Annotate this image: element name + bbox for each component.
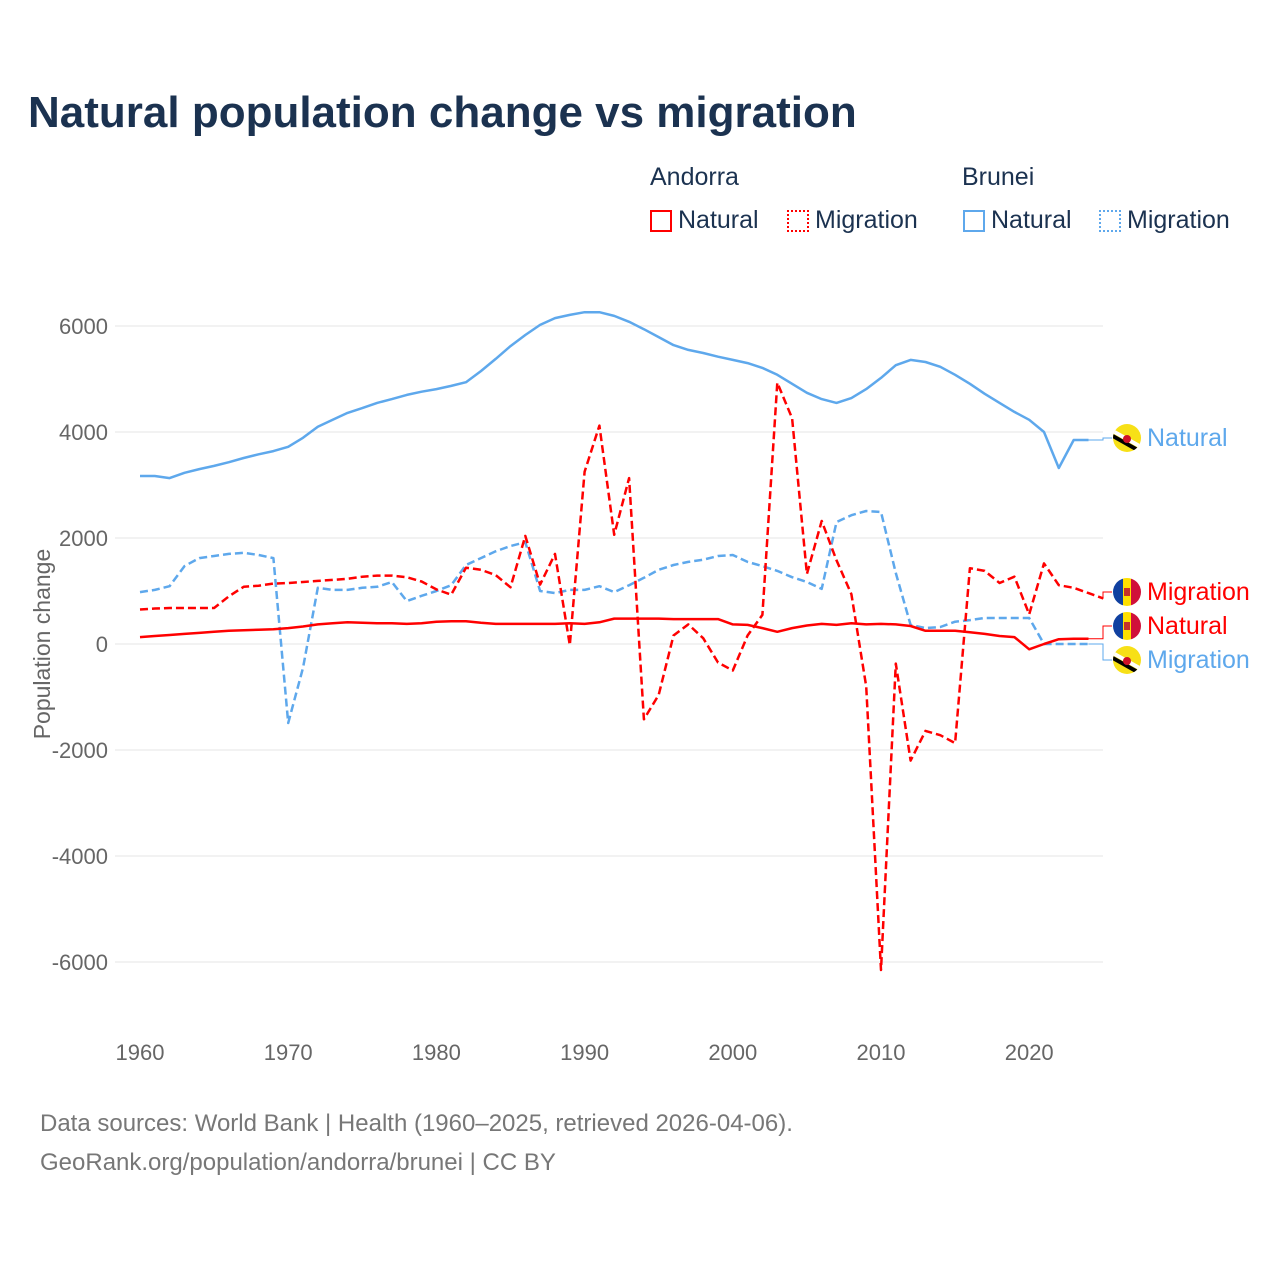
series-line-andorra-migration <box>139 381 1104 972</box>
y-tick-label: 2000 <box>59 526 108 551</box>
y-axis-label: Population change <box>29 549 55 740</box>
x-tick-label: 2020 <box>1005 1040 1054 1065</box>
footer-link[interactable]: GeoRank.org/population/andorra/brunei | … <box>40 1149 556 1176</box>
flag-emblem <box>1123 657 1131 665</box>
legend-swatch-dotted <box>1099 209 1121 232</box>
legend-andorra-natural[interactable]: Natural <box>650 206 759 235</box>
legend-swatch-solid <box>963 209 985 232</box>
y-tick-label: -2000 <box>52 738 108 763</box>
end-label: Migration <box>1147 578 1250 606</box>
legend-brunei-migration[interactable]: Migration <box>1099 206 1230 235</box>
andorra-flag-icon <box>1113 578 1141 606</box>
series-line-andorra-natural <box>139 617 1089 651</box>
legend-andorra-migration[interactable]: Migration <box>787 206 918 235</box>
flag-emblem <box>1123 435 1131 443</box>
legend-brunei-natural[interactable]: Natural <box>963 206 1072 235</box>
x-tick-label: 1990 <box>560 1040 609 1065</box>
flag-emblem <box>1124 622 1130 630</box>
end-label: Migration <box>1147 646 1250 674</box>
brunei-flag-icon <box>1113 424 1141 452</box>
legend-label: Migration <box>1127 206 1230 234</box>
x-tick-label: 2000 <box>708 1040 757 1065</box>
chart-title: Natural population change vs migration <box>28 88 857 137</box>
brunei-flag-icon <box>1113 646 1141 674</box>
x-tick-label: 2010 <box>857 1040 906 1065</box>
series-line-brunei-natural <box>140 310 1089 480</box>
footer-sources: Data sources: World Bank | Health (1960–… <box>40 1110 793 1137</box>
legend-label: Natural <box>991 206 1072 234</box>
label-connector <box>1088 625 1112 640</box>
x-tick-label: 1960 <box>116 1040 165 1065</box>
label-connector <box>1088 643 1112 661</box>
flag-stripe-red <box>1131 612 1141 640</box>
series-line-brunei-migration <box>139 509 1089 725</box>
label-connector <box>1088 437 1112 441</box>
flag-emblem <box>1124 588 1130 596</box>
legend-label: Migration <box>815 206 918 234</box>
flag-stripe-blue <box>1113 578 1123 606</box>
flag-body <box>1113 646 1141 674</box>
flag-body <box>1113 424 1141 452</box>
flag-stripe-blue <box>1113 612 1123 640</box>
end-label: Natural <box>1147 612 1228 640</box>
flag-stripe-red <box>1131 578 1141 606</box>
legend-label: Natural <box>678 206 759 234</box>
legend-group-brunei: Brunei <box>962 163 1035 191</box>
y-tick-label: -6000 <box>52 950 108 975</box>
legend-group-andorra: Andorra <box>650 163 739 191</box>
y-tick-label: 4000 <box>59 420 108 445</box>
andorra-flag-icon <box>1113 612 1141 640</box>
x-tick-label: 1980 <box>412 1040 461 1065</box>
legend-swatch-dotted <box>787 209 809 232</box>
y-tick-label: -4000 <box>52 844 108 869</box>
flag-stripes <box>1113 612 1141 640</box>
end-label: Natural <box>1147 424 1228 452</box>
y-tick-label: 6000 <box>59 314 108 339</box>
flag-stripes <box>1113 578 1141 606</box>
label-connector <box>1102 591 1112 599</box>
x-tick-label: 1970 <box>264 1040 313 1065</box>
y-tick-label: 0 <box>96 632 108 657</box>
legend-swatch-solid <box>650 209 672 232</box>
